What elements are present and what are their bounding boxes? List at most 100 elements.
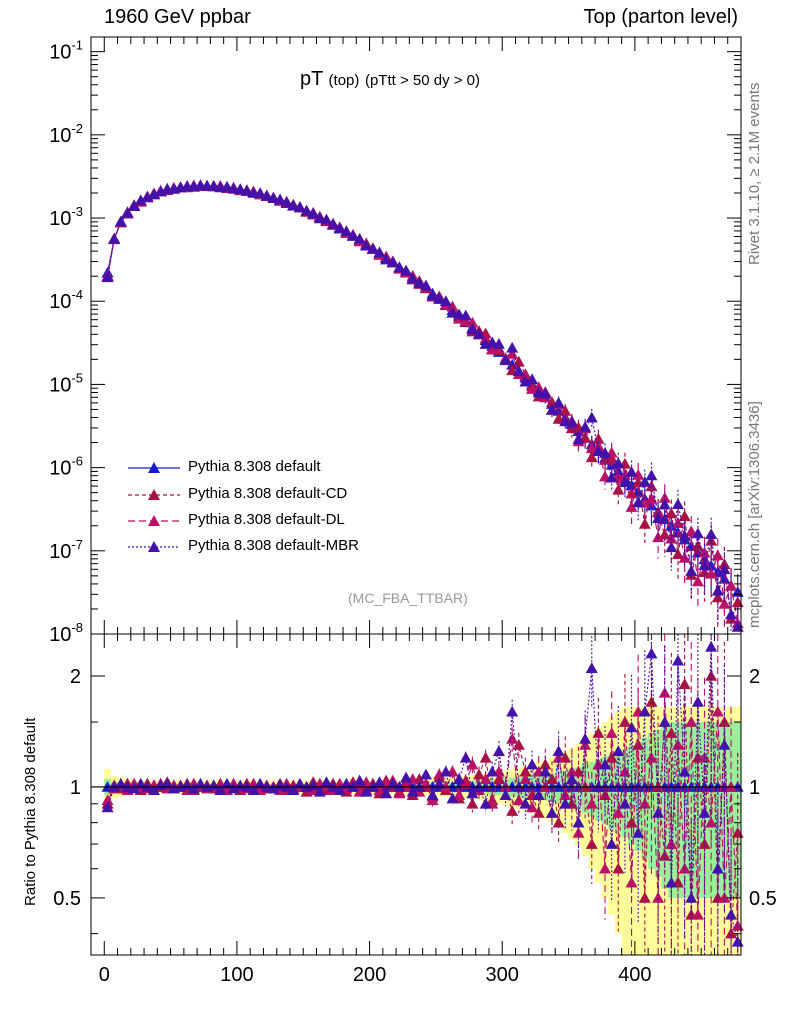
ratio-series-marker xyxy=(526,801,539,813)
ratio-series-marker xyxy=(652,806,665,818)
main-series-marker xyxy=(108,232,121,244)
ratio-series-marker xyxy=(466,787,479,799)
ratio-series-marker xyxy=(685,716,698,727)
ratio-band-inner-bin xyxy=(694,722,702,898)
main-series-marker xyxy=(691,527,704,539)
main-series-marker xyxy=(725,579,738,591)
ratio-series-marker xyxy=(599,862,612,874)
main-series-marker xyxy=(333,222,346,234)
main-series-line xyxy=(107,184,739,628)
ratio-panel-frame xyxy=(90,633,742,956)
main-series-marker xyxy=(439,295,452,306)
main-series-marker xyxy=(638,475,651,487)
main-y-tick-label: 10-1 xyxy=(49,38,83,64)
ratio-series-marker xyxy=(366,780,379,792)
mcplots-reference-label: mcplots.cern.ch [arXiv:1306.3436] xyxy=(746,401,763,628)
ratio-uncertainty-bands xyxy=(104,706,741,955)
main-series-marker xyxy=(433,292,446,304)
main-series-marker xyxy=(446,300,459,312)
ratio-series-marker xyxy=(671,738,684,750)
ratio-series-marker xyxy=(506,732,519,744)
main-series-marker xyxy=(632,468,645,480)
main-series-marker xyxy=(579,420,592,432)
main-series-marker xyxy=(419,279,432,291)
ratio-series-marker xyxy=(618,716,631,727)
series-layer xyxy=(101,179,744,955)
main-series-marker xyxy=(267,192,280,203)
ratio-series-marker xyxy=(380,787,393,799)
ratio-series-marker xyxy=(506,705,519,717)
ratio-y-tick-label-right: 0.5 xyxy=(749,888,777,910)
ratio-series-marker xyxy=(705,640,718,652)
ratio-series-marker xyxy=(101,801,114,813)
header-process-label: Top (parton level) xyxy=(583,6,738,28)
axes-layer: 10-8 10-7 10-6 10-5 10-4 10-3 10-2 10-1 0 100 200 3… xyxy=(49,36,777,986)
plot-title: pT (top) (pTtt > 50 dy > 0) xyxy=(300,68,480,91)
main-series-marker xyxy=(658,528,671,540)
ratio-series-marker xyxy=(572,816,585,828)
main-series-marker xyxy=(718,597,731,609)
main-series-marker xyxy=(545,403,558,415)
header-energy-label: 1960 GeV ppbar xyxy=(104,6,251,28)
ratio-series-marker xyxy=(652,891,665,903)
main-series-marker xyxy=(711,549,724,561)
ratio-series-marker xyxy=(360,785,373,797)
main-series-marker xyxy=(320,213,333,225)
ratio-series-marker xyxy=(492,745,505,757)
main-series-marker xyxy=(711,584,724,596)
x-tick-label: 0 xyxy=(99,964,110,986)
main-series-line xyxy=(107,185,739,593)
legend-swatch-cd xyxy=(128,489,180,500)
ratio-series-marker xyxy=(459,777,472,789)
legend-label-dl: Pythia 8.308 default-DL xyxy=(188,511,345,528)
ratio-series-marker xyxy=(479,797,492,809)
main-series-marker xyxy=(293,201,306,212)
main-y-tick-label: 10-3 xyxy=(49,204,83,230)
plot-title-sub2: (pTtt > 50 dy > 0) xyxy=(364,72,481,89)
main-series-marker xyxy=(466,323,479,335)
main-series-marker xyxy=(366,242,379,254)
ratio-series-marker xyxy=(353,774,366,786)
ratio-series-marker xyxy=(459,751,472,763)
main-series-marker xyxy=(446,306,459,318)
ratio-series-marker xyxy=(187,782,200,794)
main-series-marker xyxy=(638,518,651,529)
ratio-y-tick-label-right: 1 xyxy=(749,777,760,799)
x-tick-label: 100 xyxy=(220,964,253,986)
main-series-marker xyxy=(380,253,393,265)
ratio-series-marker xyxy=(114,777,127,789)
main-series-marker xyxy=(605,471,618,483)
ratio-series-marker xyxy=(373,776,386,788)
ratio-series-marker xyxy=(705,816,718,828)
ratio-y-tick-label-right: 2 xyxy=(749,666,760,688)
ratio-series-marker xyxy=(585,797,598,809)
main-series-marker xyxy=(572,433,585,444)
ratio-series-marker xyxy=(267,782,280,794)
main-series-marker xyxy=(506,358,519,370)
ratio-series-marker xyxy=(419,777,432,789)
main-series-marker xyxy=(426,289,439,301)
legend-swatch-marker xyxy=(148,541,160,552)
main-series-marker xyxy=(499,354,512,366)
ratio-series-marker xyxy=(572,827,585,838)
ratio-series-marker xyxy=(220,777,233,789)
ratio-series-marker xyxy=(313,785,326,797)
main-series-marker xyxy=(234,183,247,194)
legend-swatch-default xyxy=(128,462,180,473)
main-series-marker xyxy=(386,256,399,267)
ratio-y-tick-label-left: 0.5 xyxy=(53,888,81,910)
x-tick-label: 300 xyxy=(486,964,519,986)
main-y-tick-label: 10-8 xyxy=(49,620,83,646)
ratio-series-marker xyxy=(645,647,658,659)
ratio-series-marker xyxy=(618,797,631,809)
ratio-series-marker xyxy=(287,784,300,795)
ratio-series-marker xyxy=(479,751,492,763)
ratio-series-marker xyxy=(320,776,333,788)
main-series-3 xyxy=(101,179,744,632)
ratio-y-axis-label: Ratio to Pythia 8.308 default xyxy=(22,717,39,906)
main-series-marker xyxy=(552,396,565,408)
ratio-series-3 xyxy=(101,634,744,955)
main-series-marker xyxy=(645,480,658,492)
ratio-series-marker xyxy=(638,705,651,717)
